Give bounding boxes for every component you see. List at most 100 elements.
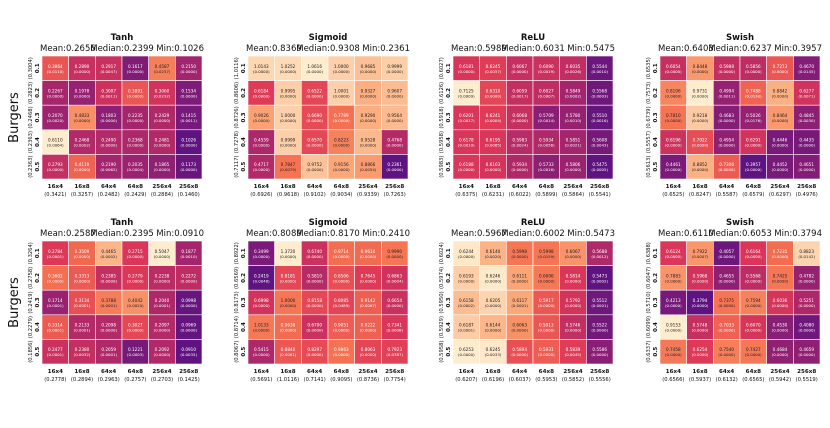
heatmap-cell: [274, 154, 302, 180]
cell-value: 0.2917: [101, 64, 116, 69]
cell-value: 0.2715: [128, 249, 143, 254]
heatmap-cell: [452, 80, 480, 106]
x-tick-sub: (0.5691): [250, 377, 272, 383]
heatmap-cell: [532, 339, 560, 365]
cell-value: 0.8852: [693, 162, 708, 167]
heatmap-cell: [686, 154, 714, 180]
heatmap-cell: [479, 314, 507, 340]
y-tick-label: 0.4: [35, 137, 41, 147]
y-tick-label: 0.3: [241, 112, 247, 122]
cell-std: (0.0067): [360, 303, 377, 308]
heatmap-cell: [452, 339, 480, 365]
heatmap-cell: [381, 80, 409, 106]
cell-value: 0.4080: [799, 323, 814, 328]
cell-std: (0.0000): [360, 118, 377, 123]
stat-mean: Mean:0.6110: [658, 229, 714, 239]
heatmap-cell: [793, 339, 821, 365]
cell-std: (0.0000): [253, 328, 270, 333]
y-tick-sub: (0.6569): [234, 267, 240, 289]
y-tick-label: 0.3: [446, 112, 452, 122]
cell-std: (0.0000): [154, 143, 171, 148]
cell-value: 0.7488: [746, 88, 761, 93]
cell-std: (0.0000): [718, 278, 735, 283]
x-tick-label: 256x4: [152, 369, 171, 375]
heatmap-cell: [532, 154, 560, 180]
cell-value: 0.7425: [773, 273, 788, 278]
x-tick-label: 256x4: [563, 184, 582, 190]
x-tick-label: 16x8: [692, 369, 707, 375]
x-tick-label: 256x8: [385, 369, 404, 375]
cell-std: (0.0056): [538, 143, 555, 148]
heatmap-cell: [559, 265, 587, 291]
cell-value: 0.2477: [48, 347, 63, 352]
cell-std: (0.0110): [47, 69, 64, 74]
cell-value: 1.0000: [334, 64, 349, 69]
cell-std: (0.0004): [386, 278, 403, 283]
y-tick-label: 0.1: [35, 248, 41, 258]
cell-std: (0.0002): [565, 93, 582, 98]
stat-mean: Mean:0.5989: [451, 44, 507, 54]
cell-std: (0.0011): [180, 118, 197, 123]
cell-value: 0.4833: [75, 113, 90, 118]
cell-value: 0.2133: [75, 323, 90, 328]
y-tick-sub: (0.2468): [28, 106, 34, 128]
heatmap-cell: [95, 80, 123, 106]
cell-std: (0.0000): [360, 69, 377, 74]
cell-value: 0.3509: [75, 249, 90, 254]
heatmap-cell: [739, 55, 767, 81]
heatmap-cell: [175, 289, 203, 316]
y-tick-label: 0.5: [241, 347, 247, 357]
cell-value: 0.3499: [254, 249, 269, 254]
heatmap-cell: [95, 129, 123, 155]
heatmap-cell: [381, 240, 409, 266]
heatmap-cell: [301, 104, 329, 131]
y-tick-sub: (0.2279): [28, 316, 34, 338]
cell-value: 1.0133: [254, 323, 269, 328]
cell-std: (0.0000): [306, 278, 323, 283]
cell-value: 0.6067: [512, 64, 527, 69]
cell-std: (0.0000): [360, 352, 377, 357]
heatmap-cell: [506, 80, 534, 106]
heatmap-cell: [121, 265, 149, 291]
cell-value: 0.5792: [566, 298, 581, 303]
x-tick-label: 16x4: [666, 369, 681, 375]
cell-value: 0.7847: [281, 162, 296, 167]
y-tick-sub: (0.5557): [646, 131, 652, 153]
heatmap-cell: [452, 314, 480, 340]
cell-value: 0.7213: [773, 64, 788, 69]
x-tick-label: 256x4: [770, 184, 789, 190]
cell-std: (0.0142): [798, 254, 815, 259]
cell-std: (0.0000): [485, 328, 502, 333]
cell-value: 0.2385: [101, 273, 116, 278]
heatmap-cell: [301, 265, 329, 291]
stat-min: Min:0.0910: [156, 229, 204, 239]
cell-std: (0.0005): [591, 167, 608, 172]
cell-value: 0.2097: [155, 323, 170, 328]
heatmap-cell: [586, 289, 614, 316]
heatmap-cell: [148, 104, 176, 131]
y-tick-sub: (0.5918): [439, 106, 445, 128]
cell-value: 0.5934: [512, 162, 527, 167]
cell-value: 0.9638: [281, 323, 296, 328]
cell-value: 0.6291: [746, 138, 761, 143]
cell-std: (0.0000): [798, 303, 815, 308]
y-tick-sub: (0.7573): [646, 82, 652, 104]
heatmap-cell: [175, 129, 203, 155]
y-tick-sub: (0.6388): [646, 242, 652, 264]
cell-value: 0.6241: [486, 113, 501, 118]
cell-std: (0.0002): [591, 278, 608, 283]
heatmap-cell: [793, 289, 821, 316]
cell-std: (0.0048): [253, 278, 270, 283]
heatmap-cell: [793, 80, 821, 106]
cell-value: 0.3060: [155, 88, 170, 93]
cell-value: 0.5998: [539, 249, 554, 254]
x-tick-sub: (0.5864): [562, 192, 584, 198]
x-tick-sub: (0.5852): [562, 377, 584, 383]
cell-value: 0.5983: [512, 138, 527, 143]
cell-std: (0.0000): [74, 118, 91, 123]
cell-value: 0.8085: [334, 298, 349, 303]
y-tick-label: 0.1: [653, 63, 659, 73]
cell-std: (0.0000): [718, 254, 735, 259]
cell-value: 0.5586: [592, 347, 607, 352]
